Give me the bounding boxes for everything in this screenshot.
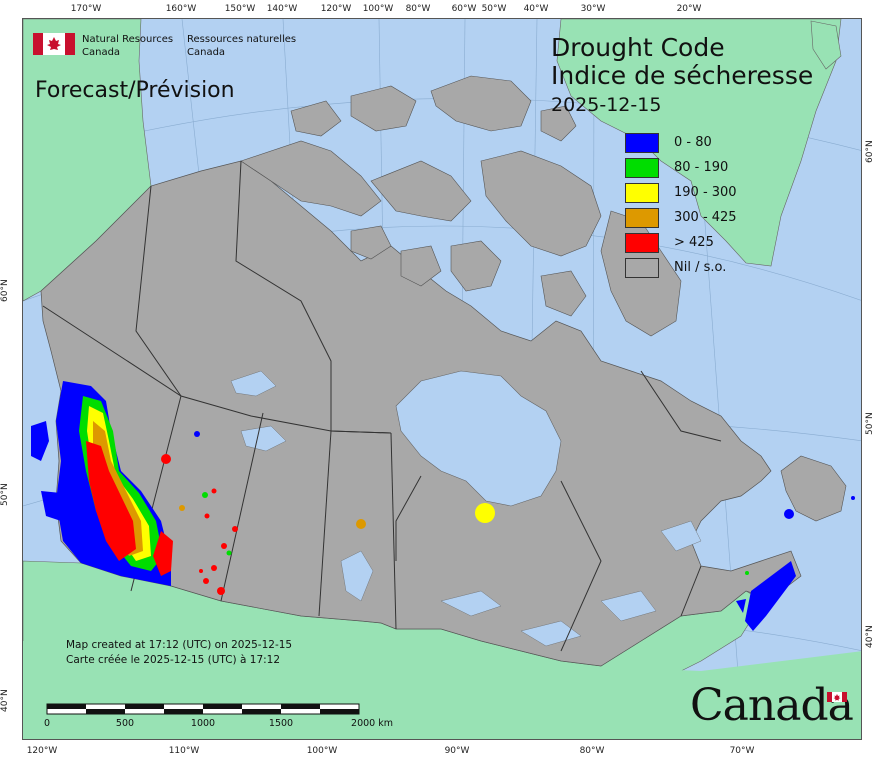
credit-en: Map created at 17:12 (UTC) on 2025-12-15 [66,639,293,651]
lat-tick-left: 50°N [0,483,10,506]
drought-patch-gt-425 [153,531,173,576]
lat-tick-right: 60°N [865,140,875,163]
lon-tick-bottom: 120°W [26,746,58,756]
drought-patch-0-80 [41,491,61,521]
scale-label: 1500 [268,718,294,729]
drought-patch-0-80 [31,421,49,461]
greenland-island [810,20,842,70]
drought-patch-0-80 [194,431,200,437]
lat-tick-right: 50°N [865,412,875,435]
map-title: Drought Code Indice de sécheresse [551,34,813,90]
newfoundland [780,455,847,522]
agency-name-fr: Ressources naturelles Canada [187,33,296,59]
drought-patch-gt-425 [86,441,136,561]
lon-tick-top: 120°W [320,4,352,14]
drought-patch-190-300 [475,503,495,523]
canada-flag-icon [33,33,75,55]
map-title-en: Drought Code [551,33,725,62]
agency-name-en: Natural Resources Canada [82,33,173,59]
legend-label: > 425 [674,235,714,250]
legend-swatch [625,258,659,278]
agency-name-fr-line1: Ressources naturelles [187,34,297,45]
credit-fr: Carte créée le 2025-12-15 (UTC) à 17:12 [66,654,281,666]
map-date: 2025-12-15 [551,94,662,116]
lon-tick-top: 60°W [451,4,477,14]
lon-tick-top: 40°W [523,4,549,14]
legend-label: 300 - 425 [674,210,737,225]
canada-wordmark: Canada [690,680,854,731]
map-canvas [22,18,862,740]
arctic-islands [240,75,682,337]
drought-patch-gt-425 [203,578,209,584]
map-svg [23,19,861,739]
drought-patch-0-80 [784,509,794,519]
lon-tick-top: 150°W [224,4,256,14]
drought-patch-300-425 [179,505,185,511]
legend-label: 0 - 80 [674,135,712,150]
legend-swatch [625,208,659,228]
lat-tick-left: 40°N [0,689,10,712]
wordmark-flag-icon [827,692,847,702]
lon-tick-top: 50°W [481,4,507,14]
drought-patch-80-190 [745,571,749,575]
drought-patch-0-80 [736,599,746,613]
lon-tick-top: 20°W [676,4,702,14]
lon-tick-top: 140°W [266,4,298,14]
drought-patches [31,381,855,631]
drought-patch-80-190 [226,550,232,556]
drought-patch-gt-425 [161,454,171,464]
lat-tick-right: 40°N [865,625,875,648]
lon-tick-bottom: 70°W [729,746,755,756]
map-title-fr: Indice de sécheresse [551,61,814,90]
drought-patch-300-425 [356,519,366,529]
agency-name-en-line2: Canada [82,47,121,58]
drought-patch-gt-425 [221,543,227,549]
scale-label: 1000 [190,718,216,729]
legend-swatch [625,158,659,178]
drought-patch-gt-425 [211,488,217,494]
lon-tick-bottom: 90°W [444,746,470,756]
drought-patch-0-80 [851,496,855,500]
drought-patch-gt-425 [232,526,238,532]
drought-patch-0-80 [745,561,796,631]
hudson-bay [395,370,562,507]
agency-name-en-line1: Natural Resources [82,34,174,45]
scale-label: 0 [43,718,51,729]
scale-label: 500 [115,718,135,729]
drought-patch-80-190 [202,492,208,498]
legend-label: 190 - 300 [674,185,737,200]
drought-patch-gt-425 [217,587,225,595]
lat-tick-left: 60°N [0,279,10,302]
drought-patch-gt-425 [204,513,210,519]
legend-label: 80 - 190 [674,160,729,175]
lon-tick-bottom: 80°W [579,746,605,756]
drought-patch-gt-425 [211,565,217,571]
legend-swatch [625,183,659,203]
lon-tick-bottom: 100°W [306,746,338,756]
lon-tick-top: 30°W [580,4,606,14]
drought-patch-gt-425 [199,569,203,573]
scale-bar [46,703,360,715]
legend-swatch [625,133,659,153]
lakes [230,370,702,647]
lon-tick-top: 160°W [165,4,197,14]
greenland-land [556,19,842,267]
lon-tick-bottom: 110°W [168,746,200,756]
forecast-label: Forecast/Prévision [35,78,235,103]
lon-tick-top: 100°W [362,4,394,14]
scale-label: 2000 km [351,718,393,729]
lon-tick-top: 170°W [70,4,102,14]
agency-name-fr-line2: Canada [187,47,226,58]
lon-tick-top: 80°W [405,4,431,14]
legend-label: Nil / s.o. [674,260,727,275]
legend-swatch [625,233,659,253]
